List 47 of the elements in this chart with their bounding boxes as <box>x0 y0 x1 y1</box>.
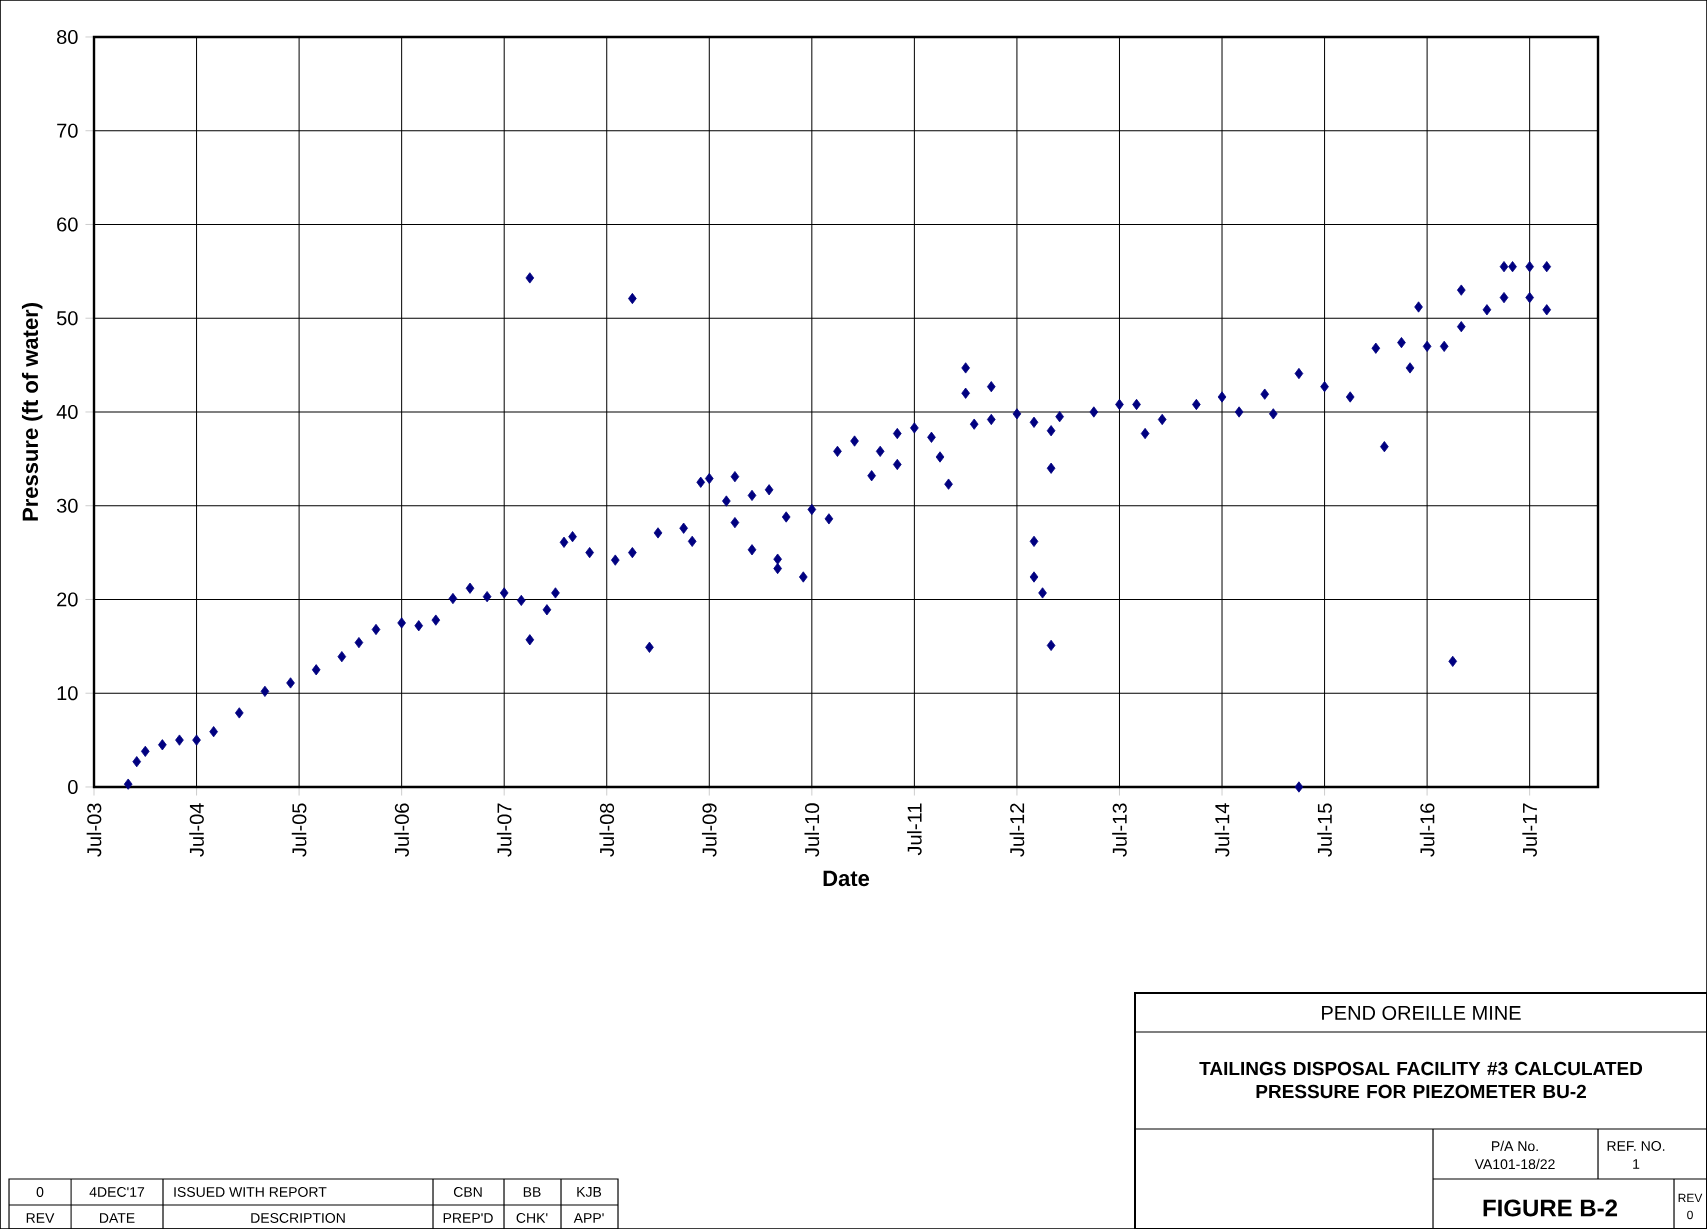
x-tick-label: Jul-04 <box>189 803 204 857</box>
text: REV <box>1678 1193 1703 1203</box>
x-tick-label: Jul-12 <box>1009 803 1025 857</box>
x-tick-label: Jul-17 <box>1522 803 1537 857</box>
text: 1 <box>1633 1159 1640 1169</box>
text: 4DEC'17 <box>89 1187 145 1197</box>
text: P/A No. <box>1492 1140 1538 1152</box>
text: BB <box>523 1187 541 1197</box>
x-tick-label: Jul-14 <box>1214 803 1230 857</box>
text: REF. NO. <box>1607 1141 1665 1151</box>
x-tick-label: Jul-06 <box>394 803 409 857</box>
x-tick-label: Jul-10 <box>804 803 820 857</box>
text: REV <box>26 1213 55 1223</box>
y-tick-label: 60 <box>57 217 78 232</box>
text: TAILINGS DISPOSAL FACILITY #3 CALCULATED PRESSURE FOR PIEZOMETER BU-2 <box>1199 1061 1643 1099</box>
x-tick-label: Jul-11 <box>907 803 922 856</box>
x-tick-label: Jul-15 <box>1317 803 1332 857</box>
y-tick-label: 0 <box>68 779 78 795</box>
y-tick-label: 10 <box>57 686 78 701</box>
text: PEND OREILLE MINE <box>1322 1005 1521 1021</box>
text: 0 <box>36 1187 44 1197</box>
text: 0 <box>1687 1210 1693 1220</box>
y-tick-label: 80 <box>57 29 78 45</box>
y-tick-label: 40 <box>56 404 78 420</box>
y-tick-label: 50 <box>56 311 78 326</box>
y-tick-label: 70 <box>57 123 78 138</box>
x-tick-label: Jul-08 <box>599 803 615 857</box>
text: VA101-18/22 <box>1474 1158 1555 1170</box>
text: DATE <box>100 1213 135 1223</box>
x-tick-label: Jul-03 <box>86 803 102 857</box>
x-axis-title: Date <box>823 870 870 887</box>
text: PREP'D <box>443 1213 493 1223</box>
text: APP' <box>573 1213 604 1223</box>
y-tick-label: 20 <box>57 592 78 607</box>
text: CHK' <box>516 1213 548 1223</box>
text: DESCRIPTION <box>251 1213 345 1223</box>
x-tick-label: Jul-09 <box>701 803 717 857</box>
y-axis-title: Pressure (ft of water) <box>21 303 43 521</box>
x-tick-label: Jul-16 <box>1419 803 1435 857</box>
text: ISSUED WITH REPORT <box>174 1187 327 1197</box>
text: FIGURE B-2 <box>1483 1199 1618 1217</box>
x-tick-label: Jul-05 <box>291 803 307 857</box>
text: CBN <box>453 1187 482 1197</box>
text: KJB <box>577 1187 602 1197</box>
x-tick-label: Jul-07 <box>496 803 512 857</box>
y-tick-label: 30 <box>56 498 78 513</box>
x-tick-label: Jul-13 <box>1112 803 1127 857</box>
